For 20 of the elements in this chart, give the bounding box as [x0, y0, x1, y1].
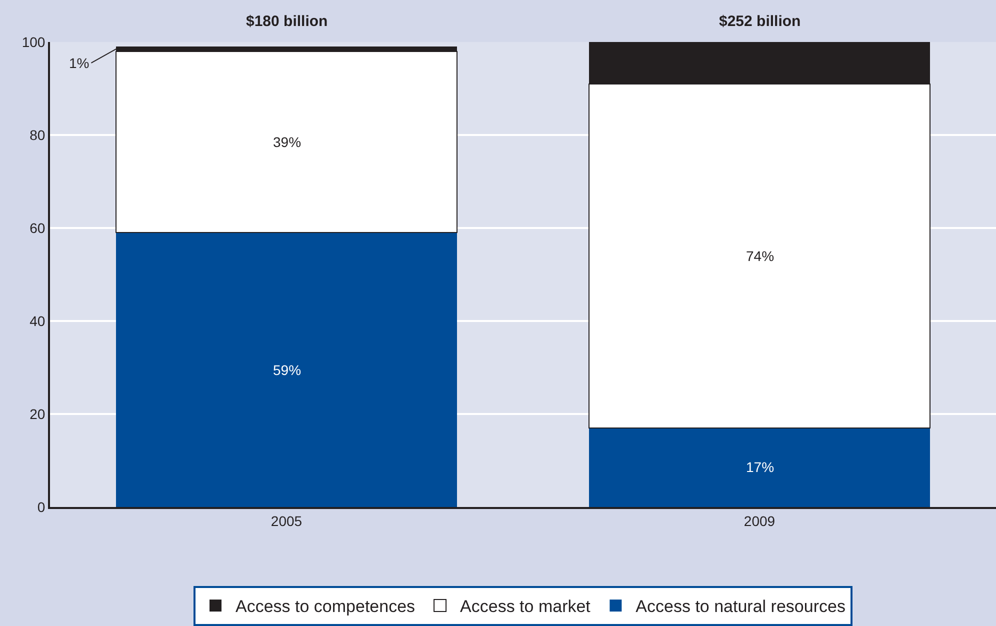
y-tick-label: 0 — [37, 498, 46, 515]
data-label: 17% — [746, 459, 774, 475]
y-tick-label: 100 — [22, 34, 46, 50]
data-label: 59% — [273, 362, 302, 378]
legend-label: Access to competences — [236, 597, 416, 616]
legend-label: Access to market — [460, 597, 591, 616]
x-tick-label: 2009 — [744, 512, 776, 529]
data-label: 74% — [746, 248, 774, 264]
data-label: 39% — [273, 134, 302, 150]
y-tick-label: 40 — [30, 312, 46, 329]
text: $252 billion — [719, 13, 801, 30]
y-tick-label: 60 — [30, 220, 46, 236]
text: $180 billion — [246, 13, 328, 30]
bar — [116, 232, 457, 507]
bar — [589, 428, 930, 507]
legend-label: Access to natural resources — [636, 597, 846, 616]
x-tick-label: 2005 — [270, 512, 302, 529]
y-tick-label: 80 — [30, 126, 46, 143]
data-label: 1% — [69, 55, 90, 71]
y-tick-label: 20 — [30, 406, 46, 422]
